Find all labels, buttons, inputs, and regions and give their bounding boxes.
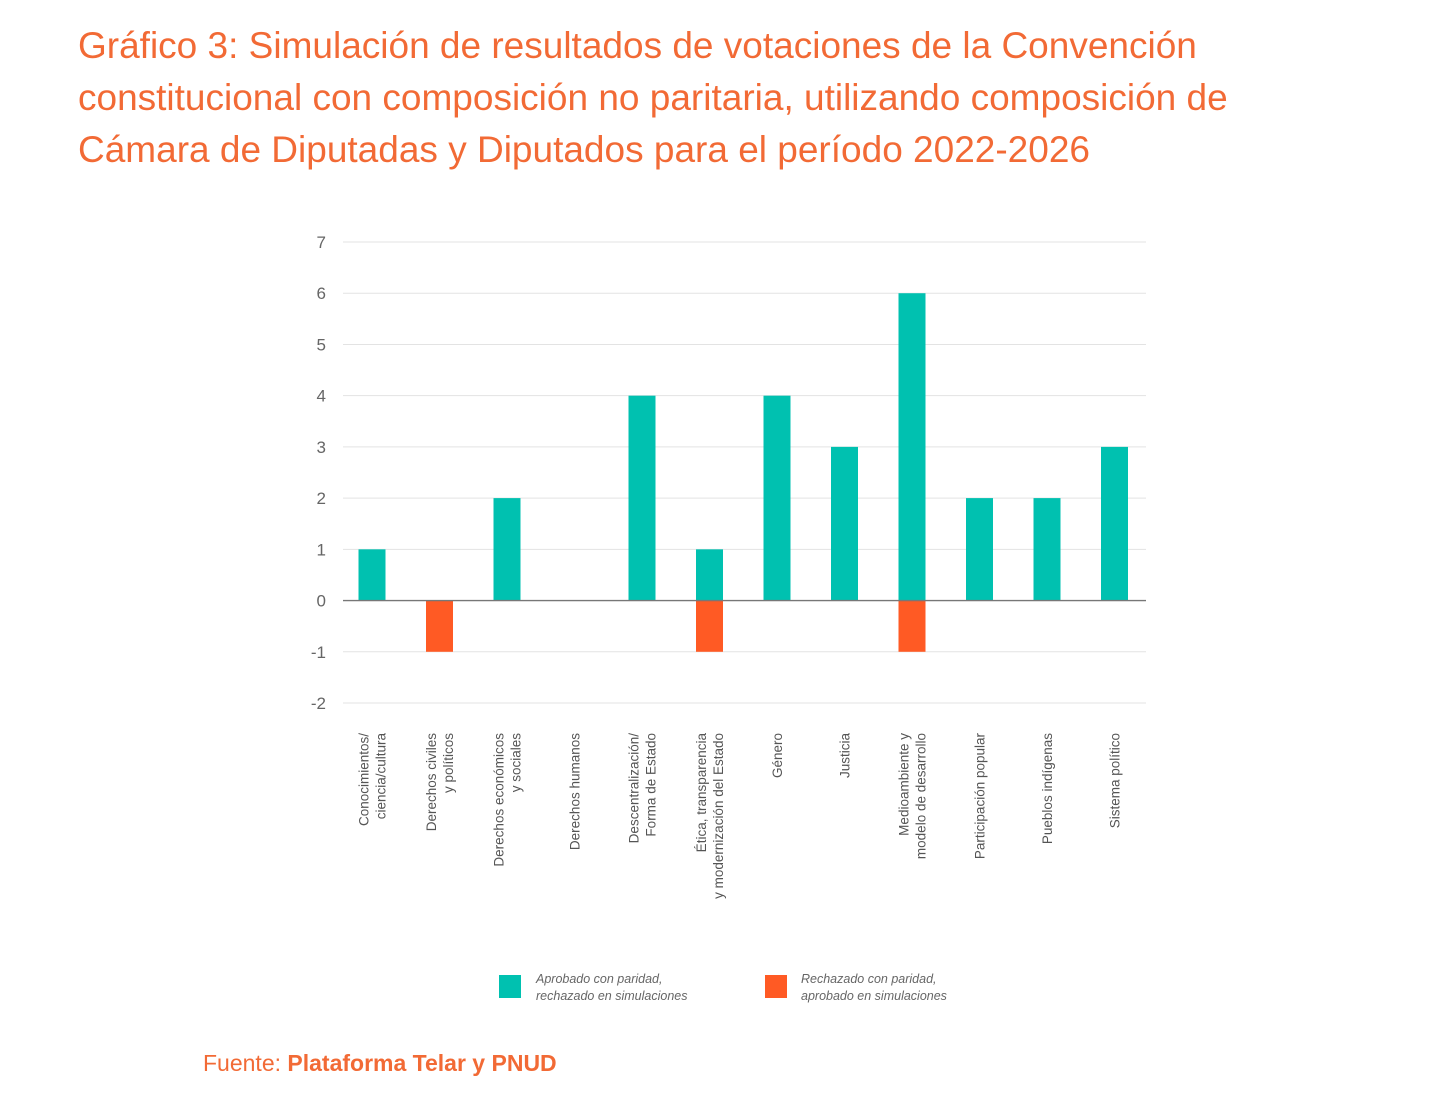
legend-label: Rechazado con paridad,: [801, 972, 937, 986]
x-category-label: ciencia/cultura: [374, 733, 389, 820]
x-category-label: Justicia: [838, 733, 853, 779]
x-category-label: Derechos económicos: [492, 733, 507, 867]
y-tick-label: 6: [317, 284, 326, 303]
y-tick-label: -2: [311, 694, 326, 713]
grid-lines: [343, 241, 1146, 704]
y-tick-label: 2: [317, 489, 326, 508]
bar: [831, 446, 858, 601]
chart-title-line: Gráfico 3: Simulación de resultados de v…: [78, 25, 1197, 66]
x-category-label: Forma de Estado: [644, 733, 659, 837]
x-category-label: y políticos: [441, 733, 456, 793]
bars: [358, 293, 1128, 652]
x-category-label: Género: [770, 733, 785, 778]
x-category-label: Sistema político: [1108, 733, 1123, 828]
y-tick-label: -1: [311, 643, 326, 662]
x-axis-labels: Conocimientos/ciencia/cultura Derechos ci…: [357, 732, 1123, 898]
source-name: Plataforma Telar y PNUD: [287, 1050, 557, 1076]
chart-title-line: constitucional con composición no parita…: [78, 77, 1228, 118]
x-category-label: y modernización del Estado: [711, 733, 726, 899]
bar: [426, 600, 453, 652]
y-tick-label: 7: [317, 233, 326, 252]
x-category-label: y sociales: [509, 733, 524, 793]
x-category-label: Medioambiente y: [897, 733, 912, 836]
x-category-label: Participación popular: [973, 732, 988, 859]
legend-swatch: [499, 975, 521, 998]
x-category-label: Pueblos indígenas: [1040, 733, 1055, 844]
x-category-label: Derechos humanos: [568, 733, 583, 850]
bar: [763, 395, 791, 601]
bar: [358, 549, 386, 601]
x-category-label: Descentralización/: [627, 733, 642, 844]
source-note: Fuente: Plataforma Telar y PNUD: [203, 1050, 557, 1077]
bar: [696, 549, 723, 601]
y-axis-ticks: 7 6 5 4 3 2 1 0 -1 -2: [311, 233, 326, 713]
chart-title: Gráfico 3: Simulación de resultados de v…: [78, 20, 1408, 176]
legend-label: aprobado en simulaciones: [801, 989, 947, 1003]
x-category-label: Ética, transparencia: [694, 733, 709, 853]
bar: [898, 293, 926, 601]
bar: [1033, 498, 1061, 601]
legend-label: rechazado en simulaciones: [536, 989, 687, 1003]
x-category-label: modelo de desarrollo: [914, 733, 929, 859]
bar: [1101, 446, 1128, 601]
x-category-label: Derechos civiles: [424, 733, 439, 832]
bar: [696, 600, 723, 652]
legend-swatch: [765, 975, 787, 998]
x-category-label: Conocimientos/: [357, 733, 372, 826]
bar: [898, 600, 926, 652]
bar-chart: 7 6 5 4 3 2 1 0 -1 -2 Conocimientos/ciencia/cultu…: [311, 233, 1146, 1003]
bar: [628, 395, 656, 601]
y-tick-label: 1: [317, 540, 326, 559]
y-tick-label: 3: [317, 438, 326, 457]
y-tick-label: 5: [317, 335, 326, 354]
y-tick-label: 4: [317, 387, 326, 406]
chart-title-line: Cámara de Diputadas y Diputados para el …: [78, 129, 1090, 170]
legend: Aprobado con paridad, rechazado en simula…: [499, 972, 947, 1003]
bar: [966, 498, 993, 601]
source-prefix: Fuente:: [203, 1050, 288, 1076]
bar: [493, 498, 521, 601]
y-tick-label: 0: [317, 592, 326, 611]
legend-label: Aprobado con paridad,: [535, 972, 662, 986]
